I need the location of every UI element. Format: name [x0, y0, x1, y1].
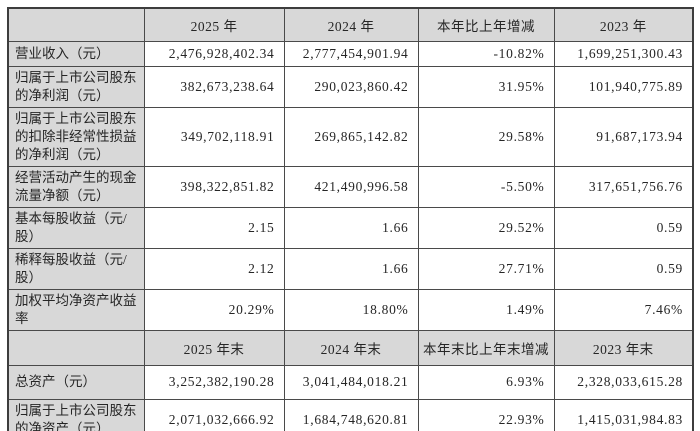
table-row-diluted-eps: 稀释每股收益（元/股） 2.12 1.66 27.71% 0.59 — [7, 247, 694, 290]
cell-change: 6.93% — [417, 364, 555, 400]
row-label: 归属于上市公司股东的扣除非经常性损益的净利润（元） — [7, 106, 145, 167]
table-row-net-profit: 归属于上市公司股东的净利润（元） 382,673,238.64 290,023,… — [7, 65, 694, 108]
cell-2024: 1.66 — [283, 247, 419, 290]
row-label: 加权平均净资产收益率 — [7, 288, 145, 331]
row-label: 归属于上市公司股东的净资产（元） — [7, 398, 145, 431]
header-2023: 2023 年 — [553, 7, 694, 42]
cell-2023: 1,415,031,984.83 — [553, 398, 694, 431]
cell-2025: 349,702,118.91 — [143, 106, 285, 167]
period-end-header-row: 2025 年末 2024 年末 本年末比上年末增减 2023 年末 — [7, 329, 694, 366]
header-2025-end: 2025 年末 — [143, 329, 285, 366]
cell-2025: 3,252,382,190.28 — [143, 364, 285, 400]
table-row-roe: 加权平均净资产收益率 20.29% 18.80% 1.49% 7.46% — [7, 288, 694, 331]
cell-2023: 101,940,775.89 — [553, 65, 694, 108]
cell-change: 1.49% — [417, 288, 555, 331]
row-label: 基本每股收益（元/股） — [7, 206, 145, 249]
row-label: 归属于上市公司股东的净利润（元） — [7, 65, 145, 108]
cell-2024: 1.66 — [283, 206, 419, 249]
cell-2024: 269,865,142.82 — [283, 106, 419, 167]
cell-2025: 398,322,851.82 — [143, 165, 285, 208]
header-2024-end: 2024 年末 — [283, 329, 419, 366]
cell-2023: 0.59 — [553, 206, 694, 249]
header-yoy-change: 本年比上年增减 — [417, 7, 555, 42]
cell-2023: 7.46% — [553, 288, 694, 331]
cell-2023: 1,699,251,300.43 — [553, 40, 694, 67]
row-label: 经营活动产生的现金流量净额（元） — [7, 165, 145, 208]
cell-2024: 421,490,996.58 — [283, 165, 419, 208]
cell-2025: 2.15 — [143, 206, 285, 249]
row-label: 稀释每股收益（元/股） — [7, 247, 145, 290]
financial-summary-table: 2025 年 2024 年 本年比上年增减 2023 年 营业收入（元） 2,4… — [7, 7, 694, 431]
cell-change: 29.52% — [417, 206, 555, 249]
cell-2025: 20.29% — [143, 288, 285, 331]
cell-2025: 2.12 — [143, 247, 285, 290]
row-label: 营业收入（元） — [7, 40, 145, 67]
empty-corner-cell — [7, 7, 145, 42]
cell-2023: 91,687,173.94 — [553, 106, 694, 167]
cell-2023: 317,651,756.76 — [553, 165, 694, 208]
cell-2024: 3,041,484,018.21 — [283, 364, 419, 400]
cell-2024: 2,777,454,901.94 — [283, 40, 419, 67]
header-end-change: 本年末比上年末增减 — [417, 329, 555, 366]
cell-2024: 18.80% — [283, 288, 419, 331]
cell-change: -5.50% — [417, 165, 555, 208]
table-row-cash-flow: 经营活动产生的现金流量净额（元） 398,322,851.82 421,490,… — [7, 165, 694, 208]
cell-2023: 0.59 — [553, 247, 694, 290]
table-row-net-profit-deducted: 归属于上市公司股东的扣除非经常性损益的净利润（元） 349,702,118.91… — [7, 106, 694, 167]
cell-2025: 2,476,928,402.34 — [143, 40, 285, 67]
header-2024: 2024 年 — [283, 7, 419, 42]
cell-2024: 1,684,748,620.81 — [283, 398, 419, 431]
cell-2025: 382,673,238.64 — [143, 65, 285, 108]
row-label: 总资产（元） — [7, 364, 145, 400]
empty-corner-cell — [7, 329, 145, 366]
period-header-row: 2025 年 2024 年 本年比上年增减 2023 年 — [7, 7, 694, 42]
header-2023-end: 2023 年末 — [553, 329, 694, 366]
cell-2023: 2,328,033,615.28 — [553, 364, 694, 400]
table-row-basic-eps: 基本每股收益（元/股） 2.15 1.66 29.52% 0.59 — [7, 206, 694, 249]
table-row-net-assets: 归属于上市公司股东的净资产（元） 2,071,032,666.92 1,684,… — [7, 398, 694, 431]
cell-change: 22.93% — [417, 398, 555, 431]
cell-2024: 290,023,860.42 — [283, 65, 419, 108]
cell-change: 27.71% — [417, 247, 555, 290]
cell-change: 31.95% — [417, 65, 555, 108]
cell-change: 29.58% — [417, 106, 555, 167]
cell-2025: 2,071,032,666.92 — [143, 398, 285, 431]
table-row-total-assets: 总资产（元） 3,252,382,190.28 3,041,484,018.21… — [7, 364, 694, 400]
header-2025: 2025 年 — [143, 7, 285, 42]
cell-change: -10.82% — [417, 40, 555, 67]
table-row-revenue: 营业收入（元） 2,476,928,402.34 2,777,454,901.9… — [7, 40, 694, 67]
